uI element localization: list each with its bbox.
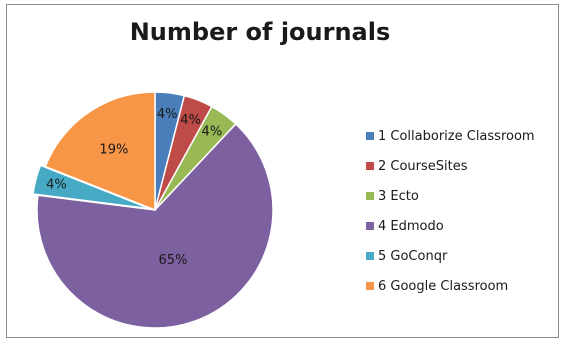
slice-label-coursesites: 4% [180,113,201,128]
legend-item-ecto: 3 Ecto [366,181,535,211]
legend-swatch [366,192,374,200]
legend-swatch [366,252,374,260]
slice-label-collaborize-classroom: 4% [157,107,178,122]
legend-item-edmodo: 4 Edmodo [366,211,535,241]
legend-label: 3 Ecto [378,189,419,204]
legend-swatch [366,282,374,290]
legend-label: 2 CourseSites [378,159,468,174]
legend-label: 5 GoConqr [378,249,447,264]
legend-item-google-classroom: 6 Google Classroom [366,271,535,301]
slice-label-goconqr: 4% [46,178,67,193]
slice-label-google-classroom: 19% [99,142,128,157]
legend-item-collaborize-classroom: 1 Collaborize Classroom [366,121,535,151]
legend-swatch [366,132,374,140]
legend-swatch [366,222,374,230]
legend-item-coursesites: 2 CourseSites [366,151,535,181]
legend-label: 4 Edmodo [378,219,444,234]
legend-swatch [366,162,374,170]
chart-legend: 1 Collaborize Classroom 2 CourseSites 3 … [366,121,535,301]
slice-label-ecto: 4% [202,125,223,140]
legend-item-goconqr: 5 GoConqr [366,241,535,271]
legend-label: 1 Collaborize Classroom [378,129,535,144]
legend-label: 6 Google Classroom [378,279,508,294]
slice-label-edmodo: 65% [159,253,188,268]
